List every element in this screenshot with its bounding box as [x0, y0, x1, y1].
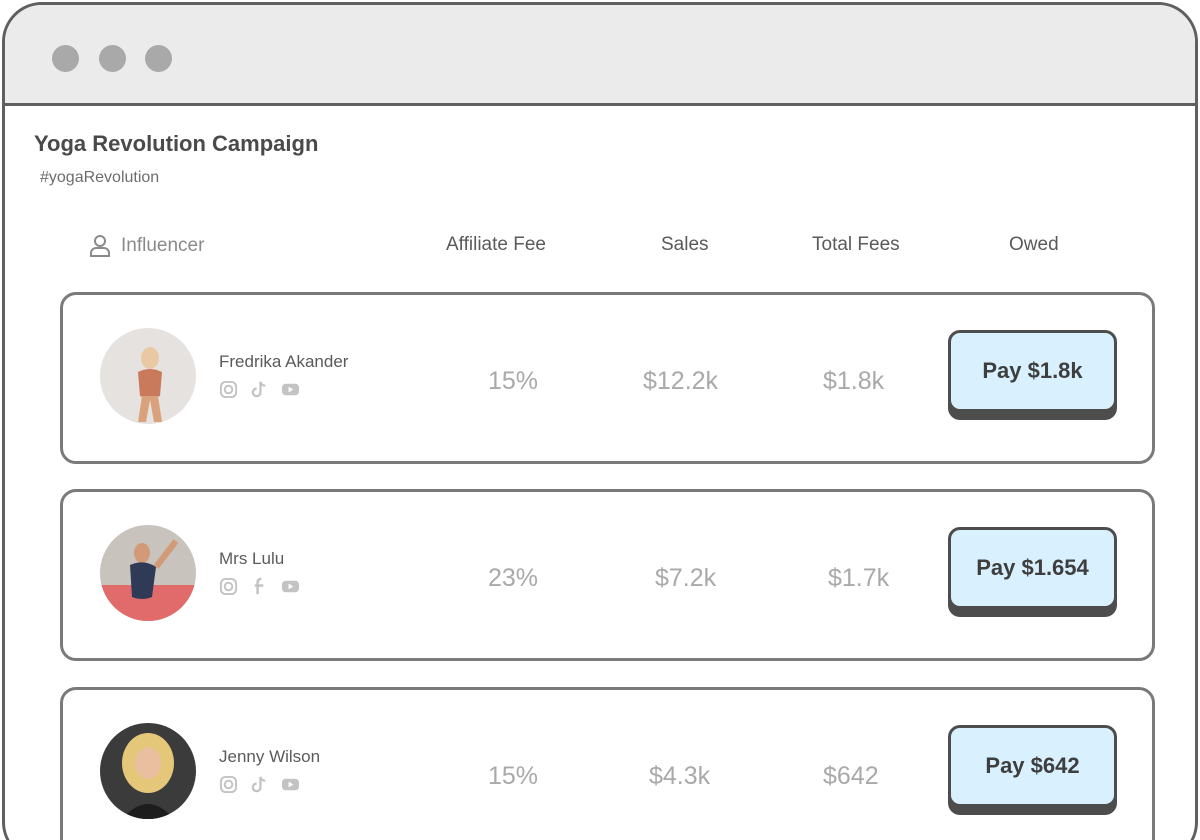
affiliate-fee-value: 15%	[488, 762, 539, 790]
influencer-row: Fredrika Akander 15% $12.2k $1.8k Pay $1…	[60, 292, 1155, 464]
window-maximize-dot[interactable]	[145, 45, 172, 72]
sales-value: $7.2k	[655, 564, 717, 592]
avatar	[100, 723, 196, 819]
column-header-label: Influencer	[121, 235, 205, 256]
affiliate-fee-value: 23%	[488, 564, 539, 592]
table-header: Influencer Affiliate Fee Sales Total Fee…	[5, 234, 1195, 262]
instagram-icon[interactable]	[219, 380, 238, 399]
instagram-icon[interactable]	[219, 775, 238, 794]
pay-button[interactable]: Pay $642	[948, 725, 1117, 807]
instagram-icon[interactable]	[219, 577, 238, 596]
campaign-hashtag: #yogaRevolution	[40, 169, 160, 186]
total-fees-value: $1.7k	[828, 564, 890, 592]
column-header-sales: Sales	[661, 234, 709, 255]
avatar	[100, 525, 196, 621]
social-icons	[219, 577, 300, 596]
influencer-row: Jenny Wilson 15% $4.3k $642 Pay $642	[60, 687, 1155, 840]
influencer-name: Fredrika Akander	[219, 352, 349, 371]
column-header-influencer: Influencer	[89, 234, 204, 258]
youtube-icon[interactable]	[281, 775, 300, 794]
influencer-name: Jenny Wilson	[219, 747, 321, 766]
pay-button[interactable]: Pay $1.8k	[948, 330, 1117, 412]
pay-button[interactable]: Pay $1.654	[948, 527, 1117, 609]
sales-value: $4.3k	[649, 762, 711, 790]
window-titlebar	[5, 5, 1195, 106]
influencer-name: Mrs Lulu	[219, 549, 285, 568]
facebook-icon[interactable]	[250, 577, 269, 596]
campaign-title: Yoga Revolution Campaign	[34, 131, 319, 156]
avatar	[100, 328, 196, 424]
column-header-owed: Owed	[1009, 234, 1059, 255]
column-header-total-fees: Total Fees	[812, 234, 900, 255]
sales-value: $12.2k	[643, 367, 719, 395]
tiktok-icon[interactable]	[250, 380, 269, 399]
user-icon	[90, 235, 110, 257]
column-header-affiliate-fee: Affiliate Fee	[446, 234, 546, 255]
influencer-row: Mrs Lulu 23% $7.2k $1.7k Pay $1.654	[60, 489, 1155, 661]
social-icons	[219, 380, 300, 399]
tiktok-icon[interactable]	[250, 775, 269, 794]
total-fees-value: $642	[823, 762, 879, 790]
window-minimize-dot[interactable]	[99, 45, 126, 72]
affiliate-fee-value: 15%	[488, 367, 539, 395]
total-fees-value: $1.8k	[823, 367, 885, 395]
youtube-icon[interactable]	[281, 577, 300, 596]
social-icons	[219, 775, 300, 794]
youtube-icon[interactable]	[281, 380, 300, 399]
window-close-dot[interactable]	[52, 45, 79, 72]
